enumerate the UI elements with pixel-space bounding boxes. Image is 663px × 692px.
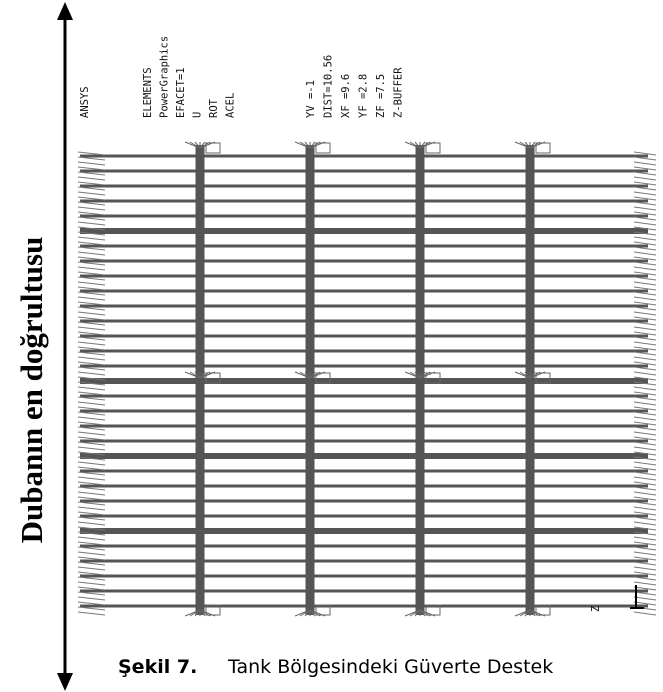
right-support bbox=[634, 192, 656, 195]
left-support bbox=[78, 537, 105, 540]
right-support bbox=[634, 177, 656, 180]
left-support bbox=[78, 462, 105, 465]
left-support bbox=[78, 567, 105, 570]
right-support bbox=[634, 447, 656, 450]
arrow-head-bottom bbox=[57, 673, 73, 691]
left-support bbox=[78, 327, 105, 330]
ansys-view-setting: XF =9.6 bbox=[340, 74, 352, 118]
ansys-setting: ROT bbox=[208, 98, 220, 118]
ansys-setting: ACEL bbox=[225, 93, 237, 118]
caption-label: Şekil 7. bbox=[118, 656, 197, 678]
right-support bbox=[634, 477, 656, 480]
left-support bbox=[78, 447, 105, 450]
right-support bbox=[634, 387, 656, 390]
left-support bbox=[78, 417, 105, 420]
triad-label: Z bbox=[590, 606, 602, 612]
ansys-view-setting: YV =-1 bbox=[305, 80, 317, 118]
right-support bbox=[634, 357, 656, 360]
right-support bbox=[634, 507, 656, 510]
right-support bbox=[634, 297, 656, 300]
right-support bbox=[634, 402, 656, 405]
left-support bbox=[78, 177, 105, 180]
left-support bbox=[78, 492, 105, 495]
left-support bbox=[78, 267, 105, 270]
right-support bbox=[634, 237, 656, 240]
left-support bbox=[78, 282, 105, 285]
left-support bbox=[78, 402, 105, 405]
right-support bbox=[634, 582, 656, 585]
left-support bbox=[78, 252, 105, 255]
axis-label: Dubanın en doğrultusu bbox=[14, 237, 49, 544]
ansys-view-setting: Z-BUFFER bbox=[393, 67, 405, 118]
left-support bbox=[78, 192, 105, 195]
left-support bbox=[78, 552, 105, 555]
right-support bbox=[634, 207, 656, 210]
right-support bbox=[634, 162, 656, 165]
fe-model bbox=[78, 142, 656, 616]
left-support bbox=[78, 387, 105, 390]
ansys-setting: EFACET=1 bbox=[175, 67, 187, 118]
right-support bbox=[634, 432, 656, 435]
ansys-view-setting: YF =2.8 bbox=[358, 74, 370, 118]
left-support bbox=[78, 597, 105, 600]
left-support bbox=[78, 342, 105, 345]
right-support bbox=[634, 612, 656, 615]
right-support bbox=[634, 342, 656, 345]
right-support bbox=[634, 312, 656, 315]
right-support bbox=[634, 282, 656, 285]
left-support bbox=[78, 207, 105, 210]
right-support bbox=[634, 252, 656, 255]
ansys-view-setting: ZF =7.5 bbox=[375, 74, 387, 118]
arrow-head-top bbox=[57, 2, 73, 20]
right-support bbox=[634, 417, 656, 420]
left-support bbox=[78, 432, 105, 435]
left-support bbox=[78, 237, 105, 240]
right-support bbox=[634, 267, 656, 270]
ansys-view-setting: DIST=10.56 bbox=[323, 55, 335, 118]
right-support bbox=[634, 372, 656, 375]
right-support bbox=[634, 222, 656, 225]
ansys-setting: U bbox=[192, 112, 204, 118]
right-support bbox=[634, 522, 656, 525]
left-support bbox=[78, 477, 105, 480]
ansys-logo: ANSYS bbox=[79, 86, 91, 118]
left-support bbox=[78, 582, 105, 585]
left-support bbox=[78, 312, 105, 315]
left-support bbox=[78, 222, 105, 225]
ansys-setting: ELEMENTS bbox=[142, 67, 154, 118]
caption-text: Tank Bölgesindeki Güverte Destek bbox=[227, 656, 553, 678]
figure: Dubanın en doğrultusu ANSYS ELEMENTS Powe… bbox=[0, 0, 663, 692]
ansys-setting: PowerGraphics bbox=[159, 36, 171, 118]
right-support bbox=[634, 597, 656, 600]
left-support bbox=[78, 522, 105, 525]
left-support bbox=[78, 612, 105, 615]
right-support bbox=[634, 492, 656, 495]
right-support bbox=[634, 462, 656, 465]
right-support bbox=[634, 567, 656, 570]
left-support bbox=[78, 507, 105, 510]
left-support bbox=[78, 162, 105, 165]
left-support bbox=[78, 372, 105, 375]
right-support bbox=[634, 537, 656, 540]
right-support bbox=[634, 552, 656, 555]
left-support bbox=[78, 357, 105, 360]
left-support bbox=[78, 297, 105, 300]
right-support bbox=[634, 327, 656, 330]
